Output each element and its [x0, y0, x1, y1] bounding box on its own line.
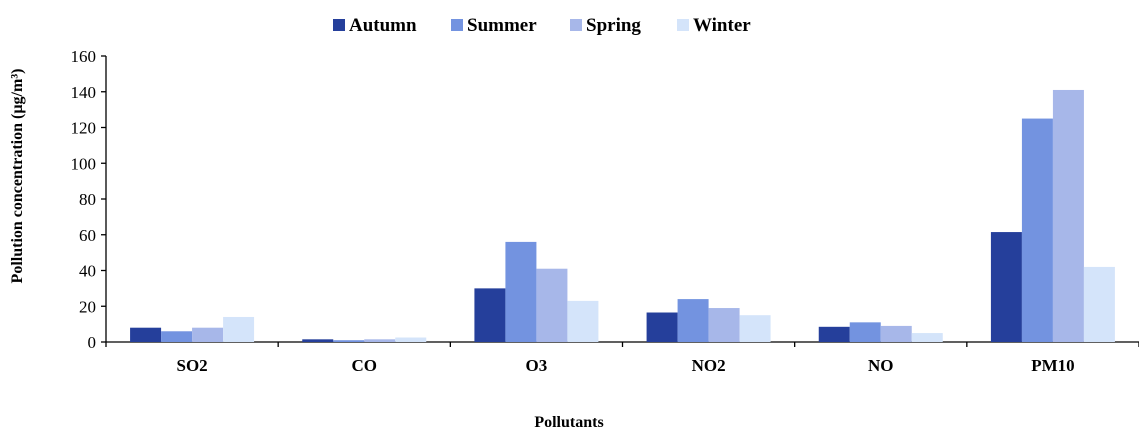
bar-autumn-no2	[646, 312, 678, 342]
bar-summer-pm10	[1021, 118, 1053, 342]
bar-summer-co	[333, 340, 365, 342]
bar-summer-no2	[677, 299, 709, 342]
x-category-label: NO2	[692, 356, 726, 375]
bar-autumn-co	[302, 339, 334, 342]
x-category-label: SO2	[176, 356, 207, 375]
bar-winter-pm10	[1083, 266, 1115, 342]
bar-winter-no	[911, 333, 943, 342]
x-axis: SO2 CO O3 NO2 NO PM10	[105, 341, 1139, 375]
y-tick-label: 60	[79, 226, 96, 245]
y-tick-label: 20	[79, 297, 96, 316]
bar-spring-so2	[192, 327, 224, 342]
y-tick-label: 0	[88, 333, 97, 352]
y-tick-label: 160	[71, 47, 97, 66]
y-tick-label: 140	[71, 83, 97, 102]
y-tick-label: 40	[79, 262, 96, 281]
bar-spring-co	[364, 339, 396, 342]
bar-autumn-so2	[130, 327, 162, 342]
legend-label: Summer	[467, 15, 537, 36]
y-tick-label: 80	[79, 190, 96, 209]
legend-swatch	[570, 19, 582, 31]
x-category-label: PM10	[1031, 356, 1074, 375]
bar-spring-no	[880, 325, 912, 342]
bar-winter-so2	[223, 316, 255, 342]
legend: Autumn Summer Spring Winter	[333, 15, 751, 36]
x-axis-title: Pollutants	[534, 414, 603, 431]
bar-autumn-o3	[474, 288, 506, 342]
x-category-label: CO	[352, 356, 378, 375]
bar-winter-o3	[567, 300, 599, 342]
legend-label: Winter	[693, 15, 751, 36]
bar-spring-o3	[536, 268, 568, 342]
legend-swatch	[451, 19, 463, 31]
legend-label: Autumn	[349, 15, 417, 36]
y-axis-title: Pollution concentration (µg/m³)	[9, 69, 26, 284]
bar-winter-no2	[739, 315, 771, 342]
bar-spring-no2	[708, 308, 740, 342]
legend-swatch	[333, 19, 345, 31]
x-category-label: NO	[868, 356, 894, 375]
bar-autumn-no	[818, 326, 850, 342]
bar-summer-no	[849, 322, 881, 342]
bar-summer-o3	[505, 241, 537, 342]
y-axis: 0 20 40 60 80 100 120 140 160	[71, 47, 107, 352]
y-tick-label: 100	[71, 154, 97, 173]
bar-autumn-pm10	[990, 232, 1022, 342]
legend-label: Spring	[586, 15, 641, 36]
y-tick-label: 120	[71, 119, 97, 138]
bar-summer-so2	[161, 331, 193, 342]
bars	[130, 89, 1115, 343]
bar-spring-pm10	[1052, 89, 1084, 343]
legend-swatch	[677, 19, 689, 31]
x-category-label: O3	[526, 356, 548, 375]
bar-winter-co	[395, 337, 427, 342]
